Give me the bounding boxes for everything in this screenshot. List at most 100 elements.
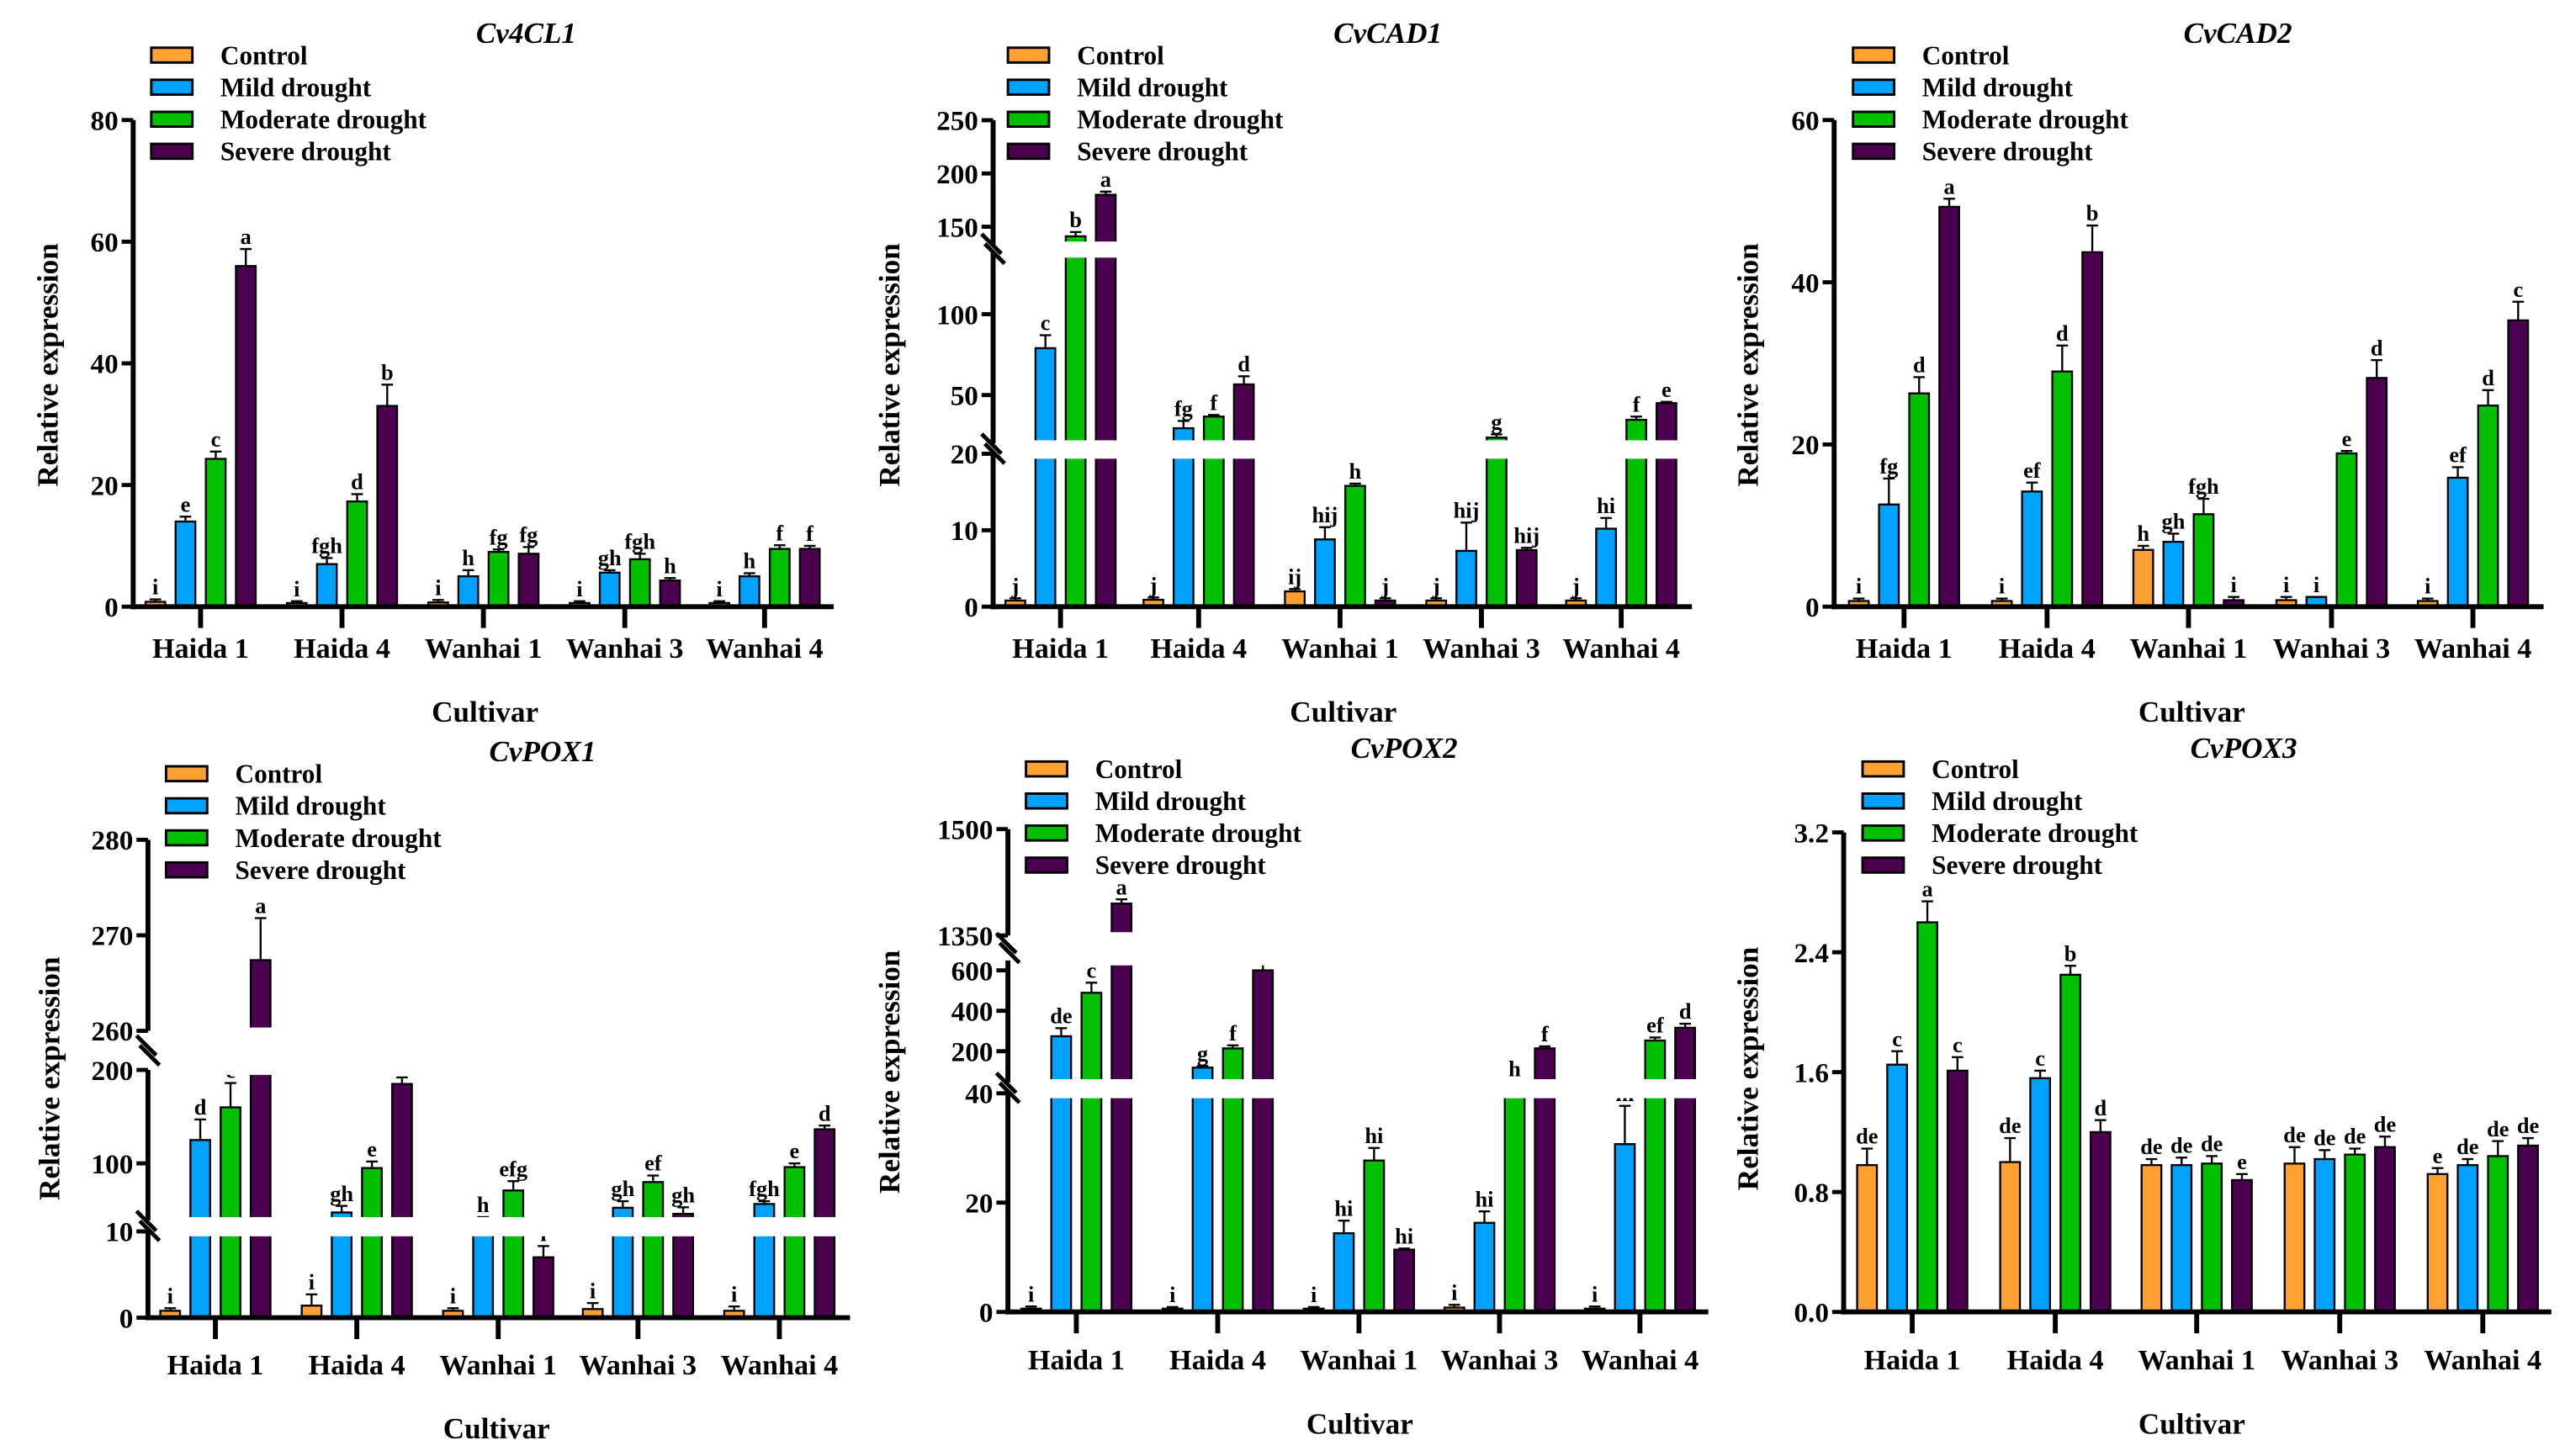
significance-letter: de [2344,1124,2366,1149]
significance-letter: a [255,893,266,919]
significance-letter: c [2035,1046,2045,1071]
y-tick-label: 0.0 [1794,1297,1829,1328]
y-tick-label: 20 [965,1188,993,1219]
axis-break-gap [151,1216,854,1236]
bar [249,959,272,1319]
axis-break-gap [1011,1078,1712,1099]
x-tick-label: Haida 4 [294,633,390,664]
significance-letter: b [2086,200,2099,225]
significance-letter: gh [611,1176,634,1201]
y-tick-label: 150 [936,212,978,243]
bar [2059,973,2081,1313]
bar [2283,1162,2306,1313]
significance-letter: de [2456,1134,2479,1159]
bar [174,520,197,608]
y-tick-label: 40 [1791,267,1819,299]
y-tick-label: 270 [91,921,133,952]
bar [1191,1067,1214,1313]
chart-title: Cv4CL1 [476,17,576,50]
bar [1333,1231,1355,1313]
significance-letter: i [152,574,158,600]
significance-letter: fgh [2188,474,2219,499]
significance-letter: a [1943,173,1954,199]
significance-letter: e [1661,377,1672,402]
axis-break-gap [996,440,1696,459]
significance-letter: i [450,1283,456,1308]
bar [2021,490,2043,608]
significance-letter: d [2056,320,2069,346]
y-tick-label: 10 [105,1217,133,1248]
significance-letter: i [1311,1282,1317,1307]
bar [1908,392,1931,608]
bar [2487,1155,2509,1313]
y-tick-label: 0 [104,592,119,623]
legend-swatch [150,78,194,96]
significance-letter: i [1028,1281,1034,1306]
significance-letter: h [477,1192,490,1217]
x-axis-title: Cultivar [432,696,538,728]
bar [390,1083,413,1319]
significance-letter: de [2517,1113,2540,1138]
legend-label: Severe drought [1077,137,1248,167]
bar [346,500,368,608]
axis-break-gap [151,1027,854,1075]
significance-letter: fg [519,522,538,548]
significance-letter: b [381,359,394,384]
significance-letter: h [664,553,676,578]
bar [598,571,621,608]
significance-letter: gh [330,1181,353,1206]
y-tick-label: 200 [936,159,978,190]
y-tick-label: 20 [951,439,978,470]
significance-letter: c [1892,1026,1902,1051]
significance-letter: hij [1513,522,1540,548]
significance-letter: a [1921,876,1932,902]
bar [1232,383,1255,608]
y-tick-label: 60 [1791,105,1819,136]
bar [1503,1081,1526,1313]
significance-letter: e [367,1136,377,1162]
significance-letter: c [1041,310,1051,336]
significance-letter: hi [1395,1223,1413,1248]
bar [1064,235,1087,608]
y-tick-label: 40 [91,349,119,380]
y-axis-title: Relative expression [873,950,906,1194]
bar [517,553,540,608]
axis-break-mark [998,941,1021,965]
significance-letter: d [1679,998,1692,1024]
x-tick-label: Wanhai 1 [1281,633,1399,664]
legend-swatch [150,142,194,161]
significance-letter: c [1953,1032,1963,1057]
significance-letter: efg [499,1156,527,1181]
x-axis-title: Cultivar [2138,696,2245,728]
y-axis-title: Relative expression [33,956,66,1200]
significance-letter: e [790,1138,800,1163]
significance-letter: c [211,426,221,452]
legend-label: Control [220,40,308,70]
bar [1034,347,1057,608]
significance-letter: de [2313,1125,2336,1150]
significance-letter: h [744,548,756,574]
significance-letter: fgh [749,1176,780,1201]
bar [1343,484,1366,608]
bar [1886,1063,1908,1313]
y-axis-title: Relative expression [873,243,906,487]
bar [2231,1178,2253,1313]
legend-swatch [1852,46,1896,64]
bar [1252,969,1275,1313]
legend-label: Mild drought [1932,786,2083,816]
axis-break-mark [983,242,1006,266]
x-tick-label: Haida 4 [1999,633,2096,664]
legend-label: Moderate drought [235,823,442,853]
bar [1050,1035,1073,1313]
bar [2456,1163,2479,1313]
y-tick-label: 20 [1791,430,1819,461]
significance-letter: d [819,1100,831,1125]
y-tick-label: 600 [951,956,994,987]
chart-title: CvCAD2 [2184,17,2292,50]
bar [1393,1248,1416,1313]
significance-letter: fgh [311,533,342,559]
